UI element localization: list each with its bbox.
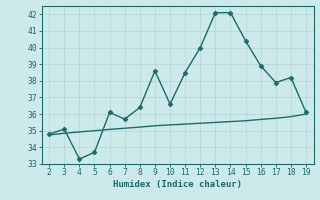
X-axis label: Humidex (Indice chaleur): Humidex (Indice chaleur) <box>113 180 242 189</box>
